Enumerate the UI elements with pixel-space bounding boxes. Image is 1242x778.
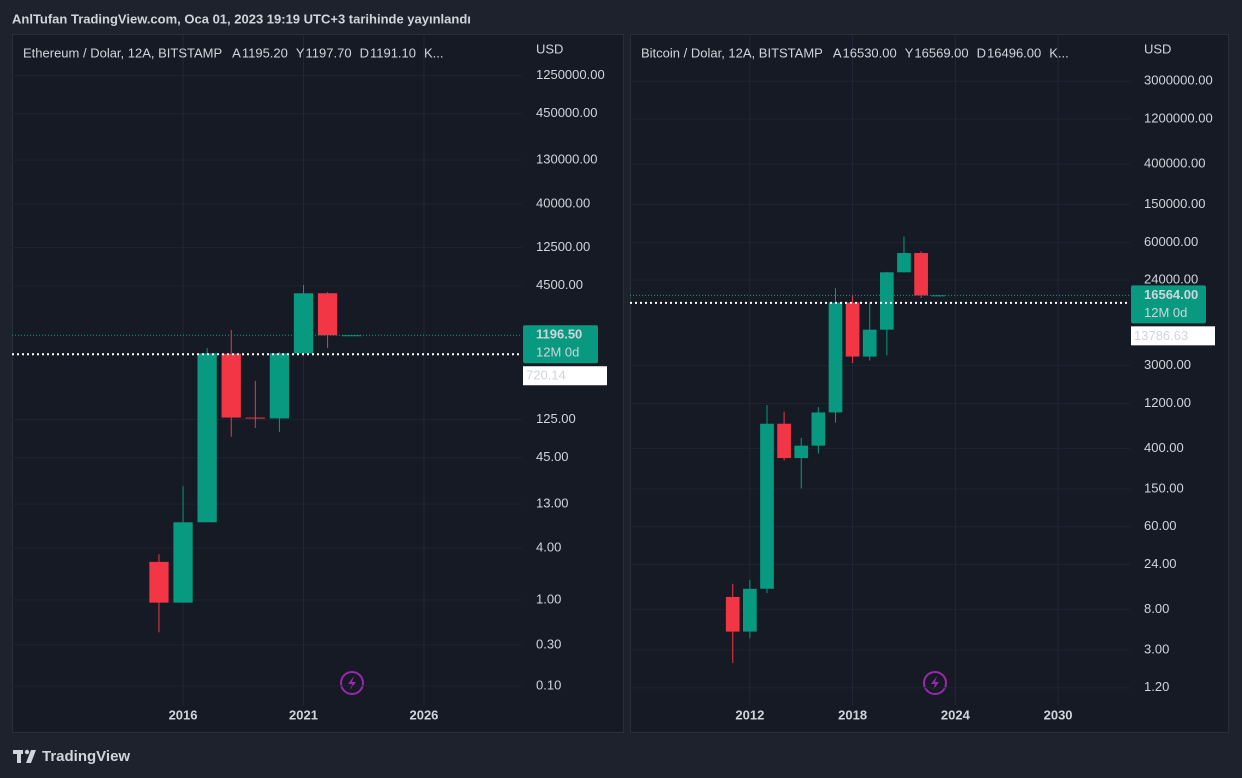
y-tick-label: 1200.00 — [1144, 395, 1191, 410]
y-tick-label: 60000.00 — [1144, 234, 1198, 249]
x-tick-label: 2021 — [289, 707, 318, 722]
legend-key: A — [833, 45, 842, 60]
y-tick-label: 4.00 — [536, 540, 561, 555]
lightning-icon[interactable] — [923, 671, 947, 695]
legend-key: Y — [905, 45, 914, 60]
candle-body — [269, 353, 290, 419]
y-tick-label: 150.00 — [1144, 480, 1184, 495]
x-tick-label: 2016 — [169, 707, 198, 722]
x-tick-label: 2026 — [409, 707, 438, 722]
candle-body — [845, 302, 860, 357]
lightning-icon[interactable] — [340, 671, 364, 695]
y-tick-label: 450000.00 — [536, 105, 597, 120]
legend-key: Y — [296, 45, 305, 60]
last-price-box — [523, 325, 598, 364]
price-line-box — [1131, 326, 1215, 346]
y-tick-label: 0.10 — [536, 677, 561, 692]
panel — [12, 34, 624, 733]
y-tick-label: 130000.00 — [536, 152, 597, 167]
candle-body — [897, 253, 911, 273]
y-tick-label: 400000.00 — [1144, 156, 1205, 171]
symbol: Bitcoin / Dolar, 12A, BITSTAMP — [641, 45, 823, 60]
legend-value: 1195.20 — [242, 45, 288, 60]
y-tick-label: 24.00 — [1144, 556, 1177, 571]
candle-body — [914, 253, 928, 296]
last-price-label: 16564.00 — [1144, 287, 1198, 302]
candle-body — [880, 272, 894, 330]
legend-key: D — [977, 45, 986, 60]
y-tick-label: 1250000.00 — [536, 67, 605, 82]
last-price-label: 1196.50 — [536, 327, 582, 342]
x-tick-label: 2024 — [941, 707, 971, 722]
panel — [630, 34, 1229, 733]
legend-value: 1191.10 — [370, 45, 416, 60]
y-tick-label: 40000.00 — [536, 196, 590, 211]
brand-logo — [13, 749, 36, 763]
candle-body — [293, 293, 314, 354]
legend-value: 16530.00 — [843, 45, 897, 60]
y-tick-label: 12500.00 — [536, 239, 590, 254]
candle-body — [149, 561, 169, 603]
legend-key: K... — [424, 45, 444, 60]
brand-name: TradingView — [42, 748, 130, 765]
legend-value: 1197.70 — [306, 45, 352, 60]
legend-key: D — [360, 45, 369, 60]
symbol: Ethereum / Dolar, 12A, BITSTAMP — [23, 45, 222, 60]
candle-body — [245, 417, 265, 419]
y-tick-label: 24000.00 — [1144, 272, 1198, 287]
y-tick-label: 0.30 — [536, 636, 561, 651]
legend-key: K... — [1049, 45, 1069, 60]
y-tick-label: 4500.00 — [536, 277, 583, 292]
x-tick-label: 2012 — [735, 707, 764, 722]
y-tick-label: 1.00 — [536, 591, 561, 606]
y-tick-label: 1.20 — [1144, 679, 1169, 694]
candle-body — [173, 522, 193, 603]
candle-body — [743, 588, 757, 632]
axis-unit: USD — [536, 41, 563, 56]
candle-body — [777, 423, 791, 459]
y-tick-label: 400.00 — [1144, 440, 1184, 455]
legend-value: 16569.00 — [914, 45, 968, 60]
candle-body — [725, 596, 740, 632]
candle-body — [221, 353, 241, 418]
candle-body — [317, 293, 338, 336]
price-line-label: 13786.63 — [1134, 328, 1188, 343]
y-tick-label: 125.00 — [536, 411, 576, 426]
axis-unit: USD — [1144, 41, 1171, 56]
y-tick-label: 3.00 — [1144, 642, 1169, 657]
y-tick-label: 8.00 — [1144, 601, 1169, 616]
candle-body — [811, 412, 826, 446]
candle-body — [760, 423, 774, 589]
candle-body — [862, 329, 877, 357]
x-tick-label: 2018 — [838, 707, 867, 722]
candle-body — [931, 295, 946, 297]
legend-value: 16496.00 — [987, 45, 1041, 60]
y-tick-label: 3000000.00 — [1144, 73, 1213, 88]
countdown: 12M 0d — [536, 345, 579, 360]
candle-body — [828, 302, 843, 413]
countdown: 12M 0d — [1144, 305, 1187, 320]
last-price-box — [1131, 285, 1206, 324]
y-tick-label: 60.00 — [1144, 518, 1177, 533]
x-tick-label: 2030 — [1044, 707, 1073, 722]
header-title: AnlTufan TradingView.com, Oca 01, 2023 1… — [12, 11, 471, 26]
y-tick-label: 45.00 — [536, 449, 569, 464]
candle-body — [794, 445, 809, 459]
y-tick-label: 13.00 — [536, 496, 569, 511]
price-line-box — [523, 366, 607, 386]
price-line-label: 720.14 — [526, 368, 566, 383]
y-tick-label: 1200000.00 — [1144, 110, 1213, 125]
y-tick-label: 150000.00 — [1144, 196, 1205, 211]
candle-body — [197, 353, 217, 523]
legend-key: A — [232, 45, 241, 60]
y-tick-label: 3000.00 — [1144, 357, 1191, 372]
